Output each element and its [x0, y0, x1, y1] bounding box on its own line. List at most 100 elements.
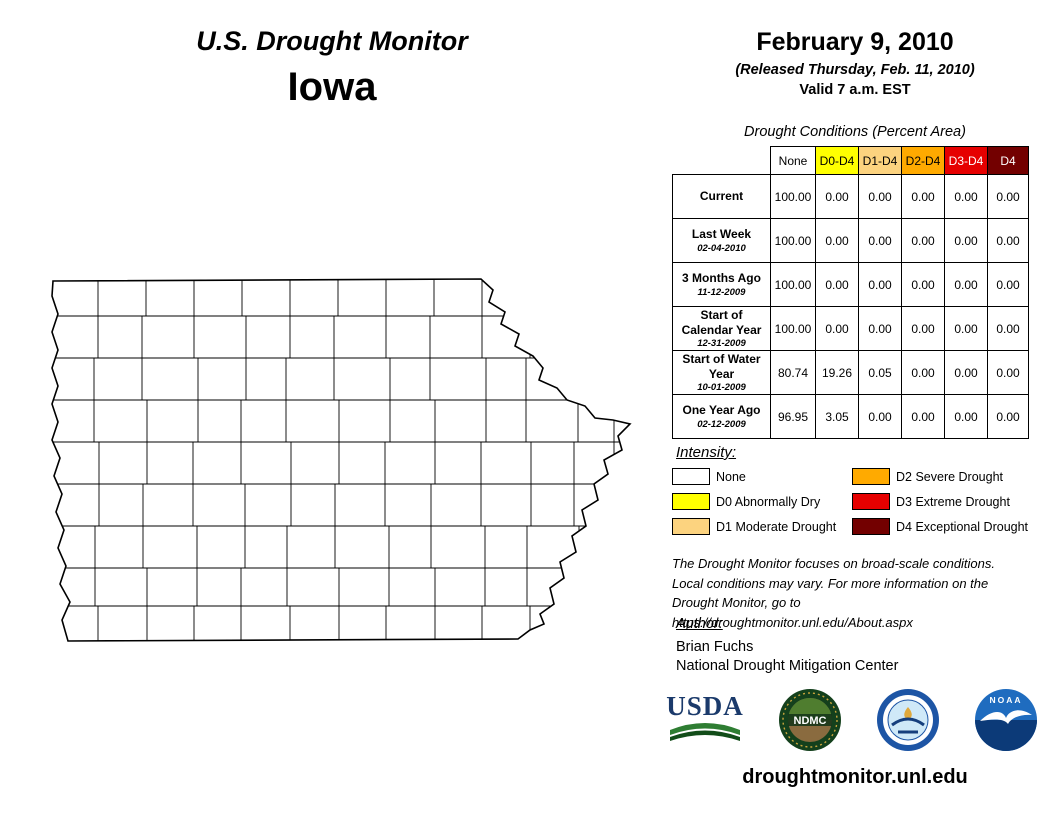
disclaimer-line-2: Local conditions may vary. For more info… — [672, 575, 989, 591]
col-header-d1-d4: D1-D4 — [858, 146, 902, 175]
legend-label: D0 Abnormally Dry — [716, 494, 821, 509]
table-header-row: None D0-D4 D1-D4 D2-D4 D3-D4 D4 — [672, 146, 1029, 175]
stat-value: 0.00 — [901, 394, 945, 439]
row-label-start-calendar-year: Start of Calendar Year 12-31-2009 — [672, 306, 771, 351]
stat-value: 0.00 — [944, 394, 988, 439]
stat-value: 0.00 — [815, 218, 859, 263]
commerce-seal-icon — [877, 689, 939, 751]
stat-value: 0.00 — [901, 306, 945, 351]
disclaimer-line-1: The Drought Monitor focuses on broad-sca… — [672, 556, 996, 571]
iowa-county-map — [51, 278, 632, 642]
stat-value: 0.00 — [901, 218, 945, 263]
table-title: Drought Conditions (Percent Area) — [744, 124, 966, 140]
stat-value: 0.00 — [944, 174, 988, 219]
stat-value: 0.00 — [815, 174, 859, 219]
stat-value: 0.00 — [901, 174, 945, 219]
table-row-start-water-year: Start of Water Year 10-01-2009 80.74 19.… — [672, 350, 1029, 395]
d2-swatch-icon — [852, 468, 890, 485]
noaa-logo-icon: NOAA — [975, 689, 1037, 751]
stat-value: 0.00 — [858, 262, 902, 307]
stat-value: 0.00 — [858, 394, 902, 439]
state-name: Iowa — [287, 65, 377, 109]
stat-value: 0.00 — [901, 350, 945, 395]
author-heading: Author: — [676, 616, 723, 632]
stat-value: 0.00 — [944, 218, 988, 263]
legend-label: None — [716, 469, 746, 484]
stat-value: 96.95 — [770, 394, 816, 439]
legend-item-d3: D3 Extreme Drought — [852, 493, 1040, 510]
row-label-3-months-ago: 3 Months Ago 11-12-2009 — [672, 262, 771, 307]
logo-row: USDA NDMC NOAA — [666, 688, 1038, 752]
stat-value: 0.00 — [858, 306, 902, 351]
row-label-last-week: Last Week 02-04-2010 — [672, 218, 771, 263]
legend-label: D2 Severe Drought — [896, 469, 1004, 484]
d4-swatch-icon — [852, 518, 890, 535]
usda-logo-icon: USDA — [666, 693, 744, 747]
legend-column-left: None D0 Abnormally Dry D1 Moderate Droug… — [672, 468, 852, 535]
stat-value: 0.05 — [858, 350, 902, 395]
stat-value: 0.00 — [858, 174, 902, 219]
stat-value: 0.00 — [944, 262, 988, 307]
author-organization: National Drought Mitigation Center — [676, 658, 899, 674]
stat-value: 0.00 — [987, 306, 1029, 351]
legend-label: D3 Extreme Drought — [896, 494, 1010, 509]
stat-value: 100.00 — [770, 306, 816, 351]
legend-item-d4: D4 Exceptional Drought — [852, 518, 1040, 535]
legend-item-d0: D0 Abnormally Dry — [672, 493, 852, 510]
table-row-start-calendar-year: Start of Calendar Year 12-31-2009 100.00… — [672, 306, 1029, 351]
stat-value: 19.26 — [815, 350, 859, 395]
disclaimer-text: The Drought Monitor focuses on broad-sca… — [672, 554, 1044, 632]
drought-stats-table: None D0-D4 D1-D4 D2-D4 D3-D4 D4 Current … — [672, 146, 1029, 439]
d1-swatch-icon — [672, 518, 710, 535]
valid-time: Valid 7 a.m. EST — [799, 82, 911, 98]
stat-value: 0.00 — [987, 262, 1029, 307]
usda-swoosh-icon — [670, 723, 740, 741]
title-block: U.S. Drought Monitor Iowa — [132, 26, 532, 110]
stat-value: 100.00 — [770, 174, 816, 219]
d3-swatch-icon — [852, 493, 890, 510]
disclaimer-line-3: Drought Monitor, go to https://droughtmo… — [672, 595, 913, 630]
col-header-d3-d4: D3-D4 — [944, 146, 988, 175]
stat-value: 0.00 — [944, 350, 988, 395]
table-row-one-year-ago: One Year Ago 02-12-2009 96.95 3.05 0.00 … — [672, 394, 1029, 439]
legend-item-d1: D1 Moderate Drought — [672, 518, 852, 535]
col-header-d0-d4: D0-D4 — [815, 146, 859, 175]
legend-title: Intensity: — [676, 444, 737, 461]
table-row-last-week: Last Week 02-04-2010 100.00 0.00 0.00 0.… — [672, 218, 1029, 263]
stat-value: 100.00 — [770, 262, 816, 307]
map-date: February 9, 2010 — [756, 28, 954, 56]
legend-item-none: None — [672, 468, 852, 485]
legend-column-right: D2 Severe Drought D3 Extreme Drought D4 … — [852, 468, 1040, 535]
report-title: U.S. Drought Monitor — [196, 26, 468, 56]
stat-value: 0.00 — [987, 174, 1029, 219]
stat-value: 0.00 — [987, 394, 1029, 439]
stat-value: 0.00 — [815, 306, 859, 351]
stat-value: 80.74 — [770, 350, 816, 395]
none-swatch-icon — [672, 468, 710, 485]
ndmc-logo-text: NDMC — [794, 715, 827, 727]
author-name: Brian Fuchs — [676, 639, 754, 655]
row-label-current: Current — [672, 174, 771, 219]
noaa-logo-text: NOAA — [989, 695, 1022, 705]
row-label-one-year-ago: One Year Ago 02-12-2009 — [672, 394, 771, 439]
county-grid — [52, 279, 630, 641]
release-date: (Released Thursday, Feb. 11, 2010) — [735, 62, 975, 78]
stat-value: 0.00 — [901, 262, 945, 307]
stat-value: 0.00 — [944, 306, 988, 351]
col-header-none: None — [770, 146, 816, 175]
table-row-current: Current 100.00 0.00 0.00 0.00 0.00 0.00 — [672, 174, 1029, 219]
stat-value: 0.00 — [815, 262, 859, 307]
state-outline — [51, 278, 632, 642]
state-fill — [52, 279, 630, 641]
footer-url: droughtmonitor.unl.edu — [742, 766, 968, 788]
stat-value: 3.05 — [815, 394, 859, 439]
legend-label: D1 Moderate Drought — [716, 519, 837, 534]
legend-item-d2: D2 Severe Drought — [852, 468, 1040, 485]
table-row-3-months-ago: 3 Months Ago 11-12-2009 100.00 0.00 0.00… — [672, 262, 1029, 307]
row-label-start-water-year: Start of Water Year 10-01-2009 — [672, 350, 771, 395]
stat-value: 0.00 — [987, 218, 1029, 263]
d0-swatch-icon — [672, 493, 710, 510]
intensity-legend: None D0 Abnormally Dry D1 Moderate Droug… — [672, 468, 1040, 535]
col-header-d2-d4: D2-D4 — [901, 146, 945, 175]
